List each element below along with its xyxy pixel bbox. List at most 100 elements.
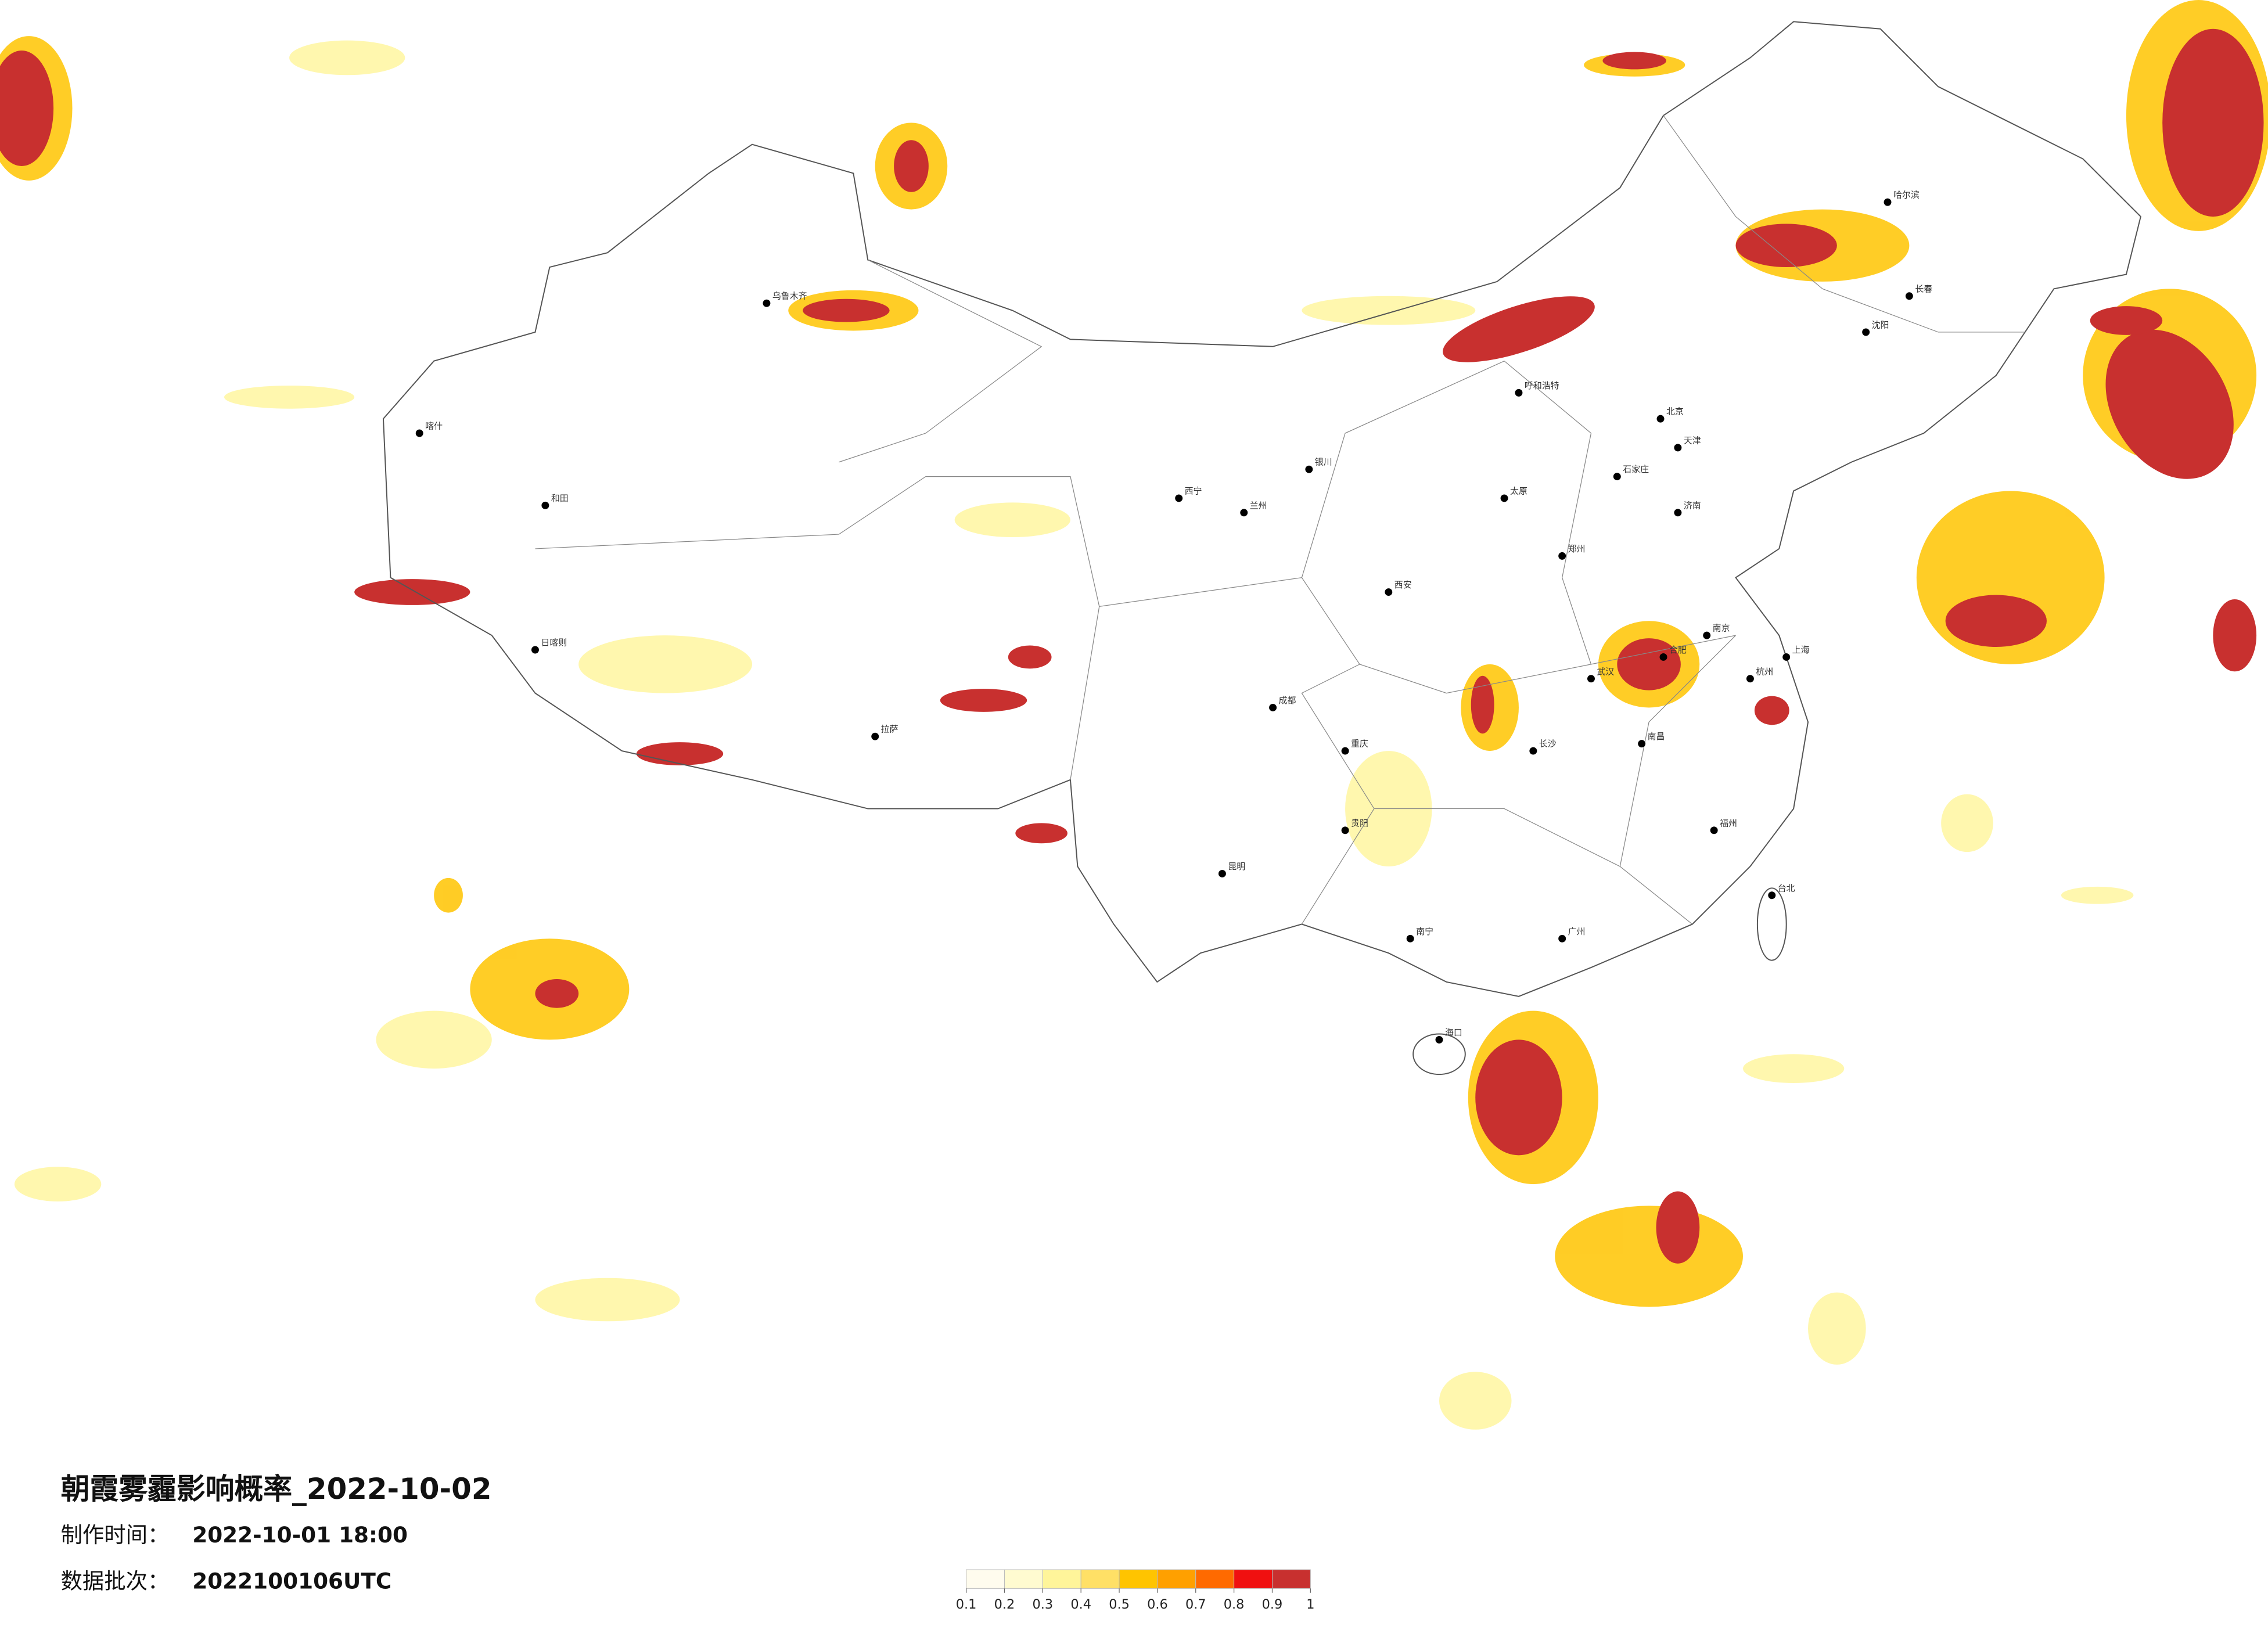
city-label: 石家庄: [1623, 464, 1649, 474]
country-outline: [382, 21, 2141, 997]
city-label: 贵阳: [1351, 818, 1368, 828]
city-label: 太原: [1510, 485, 1527, 496]
low-prob-areas: [14, 40, 2134, 1430]
city-label: 台北: [1778, 883, 1795, 893]
city-label: 成都: [1279, 695, 1296, 706]
colorbar-label: 0.7: [1185, 1597, 1206, 1612]
city-dot: [1558, 934, 1566, 942]
colorbar-swatch: [1157, 1569, 1196, 1589]
colorbar-label: 0.8: [1224, 1597, 1245, 1612]
city-label: 和田: [551, 493, 569, 503]
city-dot: [1659, 653, 1667, 661]
city-label: 银川: [1315, 457, 1332, 467]
city-label: 杭州: [1756, 666, 1773, 677]
colorbar-swatch: [1271, 1569, 1311, 1589]
city-dot: [1558, 552, 1566, 560]
city-label: 喀什: [425, 421, 443, 431]
colorbar: 0.1 0.2 0.3 0.4 0.5 0.6 0.7 0.8 0.9 1: [956, 1569, 1314, 1612]
city-dot: [1529, 747, 1537, 755]
city-dot: [1500, 494, 1508, 502]
city-label: 长沙: [1539, 739, 1557, 749]
city-dot: [1218, 869, 1226, 877]
province-lines: [535, 115, 2025, 924]
city-dot: [763, 299, 771, 307]
city-dot: [541, 501, 549, 509]
city-label: 西宁: [1185, 485, 1202, 496]
city-label: 郑州: [1568, 544, 1586, 554]
city-dot: [1385, 588, 1393, 596]
city-label: 南宁: [1416, 926, 1433, 937]
colorbar-label: 0.9: [1262, 1597, 1283, 1612]
colorbar-label: 0.4: [1070, 1597, 1091, 1612]
city-dot: [1884, 198, 1892, 206]
city-label: 南京: [1713, 623, 1730, 634]
boundaries: [382, 21, 2141, 1075]
city-label: 海口: [1445, 1027, 1462, 1038]
colorbar-label: 0.3: [1033, 1597, 1054, 1612]
colorbar-label: 1: [1306, 1597, 1314, 1612]
city-label: 合肥: [1669, 645, 1687, 655]
city-label: 南昌: [1648, 731, 1665, 742]
city-dot: [1638, 740, 1646, 748]
city-dot: [871, 732, 879, 740]
colorbar-swatch: [1119, 1569, 1158, 1589]
city-label: 北京: [1666, 406, 1684, 417]
city-dot: [1341, 826, 1349, 834]
colorbar-swatch: [966, 1569, 1005, 1589]
city-label: 重庆: [1351, 739, 1368, 749]
city-dot: [1269, 704, 1277, 711]
city-label: 天津: [1684, 435, 1701, 445]
city-dot: [1862, 328, 1870, 336]
city-dot: [1746, 675, 1754, 683]
city-label: 长春: [1915, 283, 1932, 294]
city-label: 日喀则: [541, 638, 567, 648]
colorbar-swatch: [1234, 1569, 1273, 1589]
city-dot: [1341, 747, 1349, 755]
city-label: 拉萨: [881, 724, 898, 735]
city-dot: [531, 646, 539, 654]
city-label: 哈尔滨: [1893, 190, 1920, 200]
city-dot: [1435, 1035, 1443, 1044]
city-label: 兰州: [1250, 500, 1267, 510]
city-dot: [1515, 388, 1523, 397]
city-dot: [1703, 631, 1711, 639]
info-value: 2022100106UTC: [192, 1568, 391, 1593]
city-dot: [1905, 292, 1913, 300]
colorbar-swatch: [1195, 1569, 1235, 1589]
colorbar-label: 0.5: [1109, 1597, 1130, 1612]
city-dot: [1768, 891, 1776, 900]
info-label: 数据批次：: [61, 1568, 170, 1593]
city-dot: [415, 429, 423, 437]
city-label: 上海: [1792, 645, 1810, 655]
city-label: 西安: [1394, 580, 1412, 590]
city-dot: [1613, 473, 1621, 481]
colorbar-label: 0.2: [994, 1597, 1015, 1612]
city-label: 武汉: [1597, 666, 1614, 677]
city-dot: [1587, 675, 1595, 683]
city-dot: [1305, 465, 1313, 473]
info-value: 2022-10-01 18:00: [192, 1522, 408, 1548]
city-dot: [1656, 415, 1665, 423]
taiwan: [1756, 887, 1787, 961]
colorbar-swatch: [1004, 1569, 1043, 1589]
colorbar-swatch: [1080, 1569, 1120, 1589]
city-label: 昆明: [1228, 861, 1245, 872]
colorbar-swatch: [1042, 1569, 1081, 1589]
city-label: 福州: [1720, 818, 1737, 828]
city-dot: [1674, 509, 1682, 517]
city-label: 济南: [1684, 500, 1701, 510]
city-dot: [1674, 444, 1682, 452]
city-dot: [1710, 826, 1718, 834]
high-prob-areas: [0, 28, 2264, 1264]
map-title: 朝霞雾霾影响概率_2022-10-02: [61, 1472, 492, 1506]
colorbar-label: 0.6: [1147, 1597, 1168, 1612]
colorbar-label: 0.1: [956, 1597, 977, 1612]
probability-field: [0, 0, 2268, 1430]
hainan: [1412, 1033, 1466, 1075]
info-label: 制作时间：: [61, 1522, 170, 1548]
city-label: 呼和浩特: [1525, 380, 1559, 391]
city-dot: [1782, 653, 1791, 661]
